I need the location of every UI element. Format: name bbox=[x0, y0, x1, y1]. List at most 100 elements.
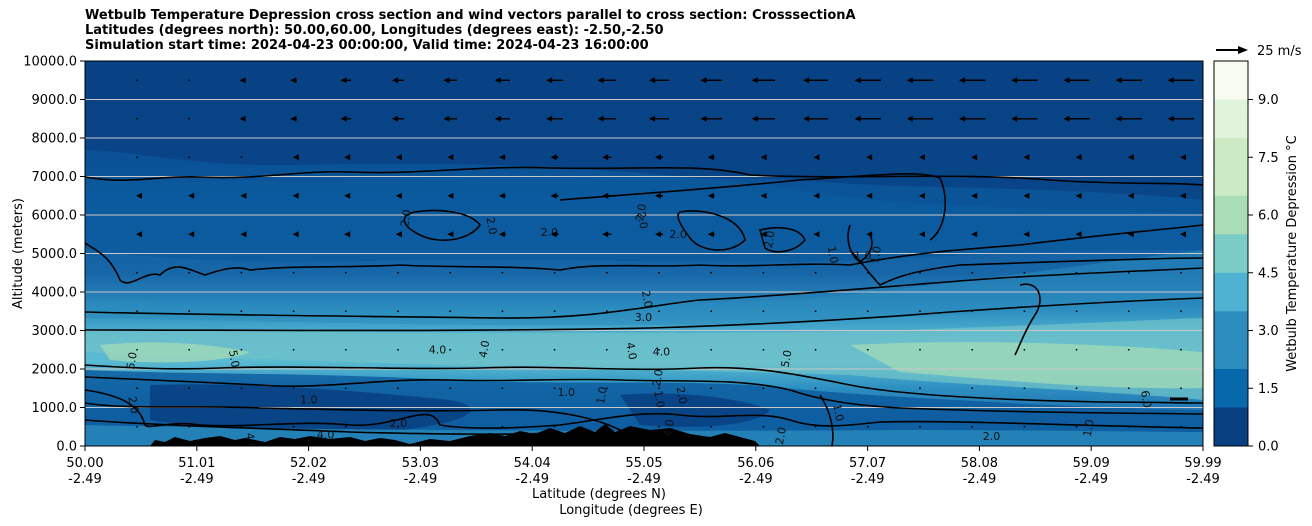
wind-vector-head bbox=[760, 154, 767, 161]
colorbar-band bbox=[1214, 388, 1248, 408]
contour-label: 2.0 bbox=[773, 426, 789, 445]
wind-vector-head bbox=[499, 231, 505, 238]
x-tick-label-lon: -2.49 bbox=[963, 472, 997, 487]
wind-vector-dot bbox=[136, 387, 138, 390]
wind-vector-dot bbox=[814, 271, 817, 274]
wind-vector-dot bbox=[397, 271, 399, 274]
contour-label: 1.0 bbox=[868, 245, 884, 264]
wind-vector-dot bbox=[188, 425, 191, 428]
wind-vector-head bbox=[550, 192, 557, 199]
x-tick-label-lon: -2.49 bbox=[739, 472, 773, 487]
x-tick-label-lat: 50.00 bbox=[66, 456, 103, 471]
wind-vector-dot bbox=[501, 348, 504, 351]
contour-line bbox=[847, 224, 873, 263]
wind-vector-dot bbox=[1180, 271, 1182, 274]
contour-line bbox=[85, 364, 1203, 404]
x-tick-label-lat: 59.09 bbox=[1073, 456, 1110, 471]
wind-vector-dot bbox=[449, 271, 452, 274]
wind-vector-dot bbox=[136, 310, 138, 313]
wind-vector-dot bbox=[866, 348, 869, 351]
wind-vector-dot bbox=[188, 156, 191, 159]
wind-vector-head bbox=[1180, 154, 1186, 161]
wind-vector-dot bbox=[658, 348, 660, 351]
wind-vector-head bbox=[344, 231, 351, 238]
contour-label: 1.0 bbox=[594, 386, 610, 405]
wind-vector-dot bbox=[971, 271, 974, 274]
wind-vector-head bbox=[854, 77, 861, 84]
contour-label: 5.0 bbox=[779, 349, 795, 368]
wind-vector-head bbox=[395, 154, 402, 161]
wind-vector-head bbox=[919, 154, 925, 161]
layer-2-3 bbox=[85, 250, 1203, 326]
contour-label: 4.0 bbox=[661, 418, 677, 437]
wind-vector-head bbox=[1127, 154, 1134, 161]
wind-vector-head bbox=[707, 192, 714, 199]
wind-vector-head bbox=[707, 154, 714, 161]
wind-vector-head bbox=[494, 115, 501, 122]
contour-line bbox=[849, 249, 1203, 286]
wind-vector-head bbox=[959, 115, 965, 122]
wind-vector-head bbox=[1063, 77, 1070, 84]
wind-vector-head bbox=[959, 77, 965, 84]
wind-vector-dot bbox=[1180, 348, 1182, 351]
wind-vector-dot bbox=[240, 310, 243, 313]
mid-dark-region bbox=[85, 177, 1203, 262]
wind-vector-head bbox=[1011, 77, 1018, 84]
wind-vector-dot bbox=[1127, 348, 1130, 351]
wind-vector-head bbox=[546, 77, 553, 84]
wind-vector-dot bbox=[1127, 310, 1130, 313]
wind-vector-head bbox=[803, 115, 810, 122]
colorbar-band bbox=[1214, 80, 1248, 100]
wind-vector-head bbox=[803, 77, 810, 84]
colorbar-tick-label: 6.0 bbox=[1258, 209, 1279, 224]
wind-vector-dot bbox=[1023, 425, 1026, 428]
wind-vector-dot bbox=[397, 387, 399, 390]
wind-vector-dot bbox=[292, 387, 295, 390]
wind-vector-head bbox=[655, 231, 661, 238]
wind-vector-dot bbox=[710, 271, 713, 274]
wind-vector-head bbox=[1075, 154, 1082, 161]
wind-vector-head bbox=[649, 77, 655, 84]
dry-patch-right bbox=[850, 342, 1203, 389]
contour-label: 4.0 bbox=[243, 432, 259, 451]
x-axis-label-lon: Longitude (degrees E) bbox=[559, 503, 703, 518]
wind-vector-head bbox=[136, 231, 142, 238]
x-tick-label-lat: 54.04 bbox=[514, 456, 551, 471]
wind-vector-dot bbox=[814, 348, 817, 351]
wind-vector-dot bbox=[188, 271, 191, 274]
wind-vector-dot bbox=[553, 310, 556, 313]
y-tick-label: 2000.0 bbox=[32, 363, 78, 378]
wind-vector-dot bbox=[188, 117, 191, 120]
y-tick-label: 4000.0 bbox=[32, 286, 78, 301]
wind-vector-head bbox=[760, 192, 767, 199]
contour-label: 1.0 bbox=[300, 394, 318, 407]
wind-vector-head bbox=[447, 192, 454, 199]
wind-vector-dot bbox=[449, 310, 452, 313]
contour-line bbox=[1014, 283, 1041, 356]
wind-vector-head bbox=[447, 231, 454, 238]
wind-vector-dot bbox=[1180, 425, 1182, 428]
wind-vector-head bbox=[292, 231, 299, 238]
wind-vector-head bbox=[1011, 115, 1018, 122]
contour-line bbox=[819, 394, 834, 446]
wind-vector-dot bbox=[449, 387, 452, 390]
wind-vector-dot bbox=[605, 271, 608, 274]
wind-vector-head bbox=[395, 192, 402, 199]
terrain bbox=[150, 424, 760, 446]
wind-vector-head bbox=[494, 77, 501, 84]
wind-vector-head bbox=[1180, 231, 1186, 238]
wind-vector-dot bbox=[136, 117, 138, 120]
wind-vector-dot bbox=[553, 348, 556, 351]
wind-vector-head bbox=[550, 231, 557, 238]
wind-vector-dot bbox=[136, 79, 138, 82]
wind-vector-dot bbox=[344, 425, 347, 428]
x-tick-label-lat: 55.05 bbox=[625, 456, 662, 471]
wind-vector-head bbox=[1167, 115, 1174, 122]
contour-label: 5.0 bbox=[226, 349, 242, 368]
wind-vector-head bbox=[906, 115, 913, 122]
wind-vector-dot bbox=[1075, 348, 1078, 351]
x-tick-label-lon: -2.49 bbox=[180, 472, 214, 487]
colorbar-band bbox=[1214, 157, 1248, 177]
contour-label: 4.0 bbox=[623, 341, 639, 360]
wind-vector-dot bbox=[658, 425, 660, 428]
